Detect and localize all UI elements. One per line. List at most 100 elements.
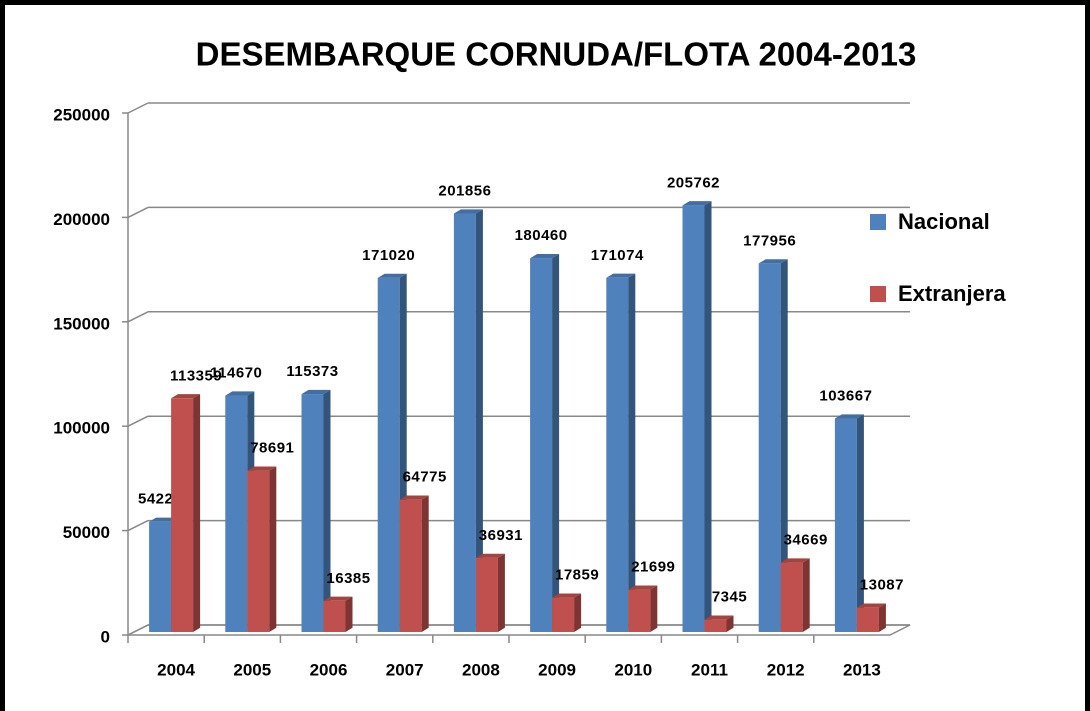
value-label: 177956 [743, 232, 796, 249]
bar [323, 596, 353, 632]
value-label: 13087 [860, 577, 904, 594]
bar-front [171, 398, 194, 632]
legend-label: Extranjera [898, 281, 1006, 306]
bar-top [780, 558, 810, 563]
bar-side [497, 553, 505, 632]
bar-top [323, 596, 353, 601]
bar-front [552, 597, 575, 632]
x-tick-label: 2009 [538, 660, 576, 679]
bar-side [345, 596, 353, 632]
bar-front [530, 258, 553, 632]
bar-front [834, 418, 857, 632]
bar [682, 201, 712, 632]
bar-side [269, 466, 277, 632]
value-label: 180460 [515, 227, 568, 244]
value-label: 16385 [326, 570, 370, 587]
bar-side [650, 585, 658, 632]
bar-side [878, 603, 886, 632]
bar-top [453, 209, 483, 214]
bar-front [149, 521, 172, 632]
legend-swatch [870, 214, 886, 230]
value-label: 34669 [784, 532, 828, 549]
bar-top [225, 391, 255, 396]
y-tick-label: 250000 [53, 105, 110, 124]
bar-front [758, 263, 781, 632]
bar-front [856, 607, 879, 632]
y-tick-label: 100000 [53, 419, 110, 438]
grid-connector [127, 415, 149, 427]
bar-top [682, 201, 712, 206]
bar-top [247, 466, 277, 471]
bar-top [856, 603, 886, 608]
x-tick-label: 2004 [157, 660, 195, 679]
bar-side [780, 259, 788, 632]
x-tick-label: 2007 [386, 660, 424, 679]
bar-top [552, 593, 582, 598]
bar [780, 558, 810, 632]
bar [834, 414, 864, 632]
bar-top [530, 253, 560, 259]
bar [171, 394, 201, 632]
y-tick-label: 0 [101, 627, 110, 646]
bar-front [682, 205, 705, 632]
legend-swatch [870, 286, 886, 302]
bar-front [323, 600, 346, 632]
bar-front [399, 499, 422, 632]
bar-front [225, 395, 248, 632]
bar-front [247, 470, 270, 632]
bar-top [704, 615, 734, 620]
chart-title: DESEMBARQUE CORNUDA/FLOTA 2004-2013 [196, 36, 917, 73]
grid-connector [127, 102, 149, 114]
value-label: 36931 [479, 527, 523, 544]
grid-connector [127, 311, 149, 323]
y-tick-label: 150000 [53, 314, 110, 333]
grid-connector [127, 206, 149, 219]
bar-front [704, 619, 727, 632]
bar-top [758, 259, 788, 264]
bar [530, 253, 560, 633]
bar [704, 615, 734, 632]
grid-connector [127, 624, 149, 636]
value-label: 201856 [438, 182, 491, 199]
x-tick-label: 2008 [462, 660, 500, 679]
bar-side [726, 615, 734, 632]
bar-side [421, 495, 429, 632]
y-tick-label: 200000 [53, 210, 110, 229]
bar [758, 259, 788, 632]
x-tick-label: 2010 [614, 660, 652, 679]
bar-top [149, 517, 179, 522]
bar [247, 466, 277, 632]
bar [552, 593, 582, 632]
bar [399, 495, 429, 632]
bar [475, 553, 505, 632]
bar-front [780, 562, 803, 632]
value-label: 78691 [250, 440, 294, 457]
bar-top [475, 553, 505, 558]
value-label: 113359 [170, 367, 222, 384]
grid-connector [127, 519, 149, 532]
x-tick-label: 2013 [843, 660, 881, 679]
legend-label: Nacional [898, 209, 990, 234]
bar-front [475, 557, 498, 632]
bar-side [323, 389, 331, 632]
bar-side [628, 273, 636, 632]
bar-top [171, 394, 201, 399]
bar-side [475, 209, 483, 632]
value-label: 171020 [362, 247, 415, 264]
value-label: 7345 [712, 589, 747, 606]
bar-side [802, 558, 810, 632]
bar-top [377, 273, 407, 278]
y-tick-label: 50000 [63, 523, 110, 542]
bar [453, 209, 483, 633]
bar-top [399, 495, 429, 500]
value-label: 54225 [138, 491, 182, 508]
bar-top [834, 414, 864, 419]
value-label: 21699 [631, 559, 675, 576]
bar-side [704, 201, 712, 632]
bar-side [574, 593, 582, 632]
bar-top [301, 389, 331, 395]
bar [301, 389, 331, 632]
value-label: 17859 [555, 567, 599, 584]
bar-front [453, 213, 476, 633]
